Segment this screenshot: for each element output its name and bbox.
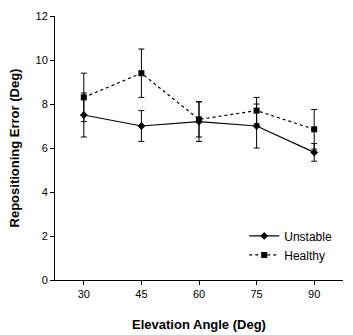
svg-text:75: 75 bbox=[250, 288, 262, 300]
svg-text:2: 2 bbox=[42, 230, 48, 242]
svg-text:12: 12 bbox=[36, 10, 48, 22]
svg-text:Elevation Angle (Deg): Elevation Angle (Deg) bbox=[132, 317, 266, 332]
svg-text:45: 45 bbox=[135, 288, 147, 300]
svg-text:60: 60 bbox=[193, 288, 205, 300]
svg-text:90: 90 bbox=[308, 288, 320, 300]
svg-text:Unstable: Unstable bbox=[284, 230, 332, 244]
svg-text:8: 8 bbox=[42, 98, 48, 110]
svg-text:4: 4 bbox=[42, 186, 48, 198]
svg-text:6: 6 bbox=[42, 142, 48, 154]
svg-text:30: 30 bbox=[78, 288, 90, 300]
svg-text:Healthy: Healthy bbox=[284, 249, 325, 263]
svg-text:Repositioning Error (Deg): Repositioning Error (Deg) bbox=[7, 69, 22, 228]
svg-text:10: 10 bbox=[36, 54, 48, 66]
svg-text:0: 0 bbox=[42, 274, 48, 286]
